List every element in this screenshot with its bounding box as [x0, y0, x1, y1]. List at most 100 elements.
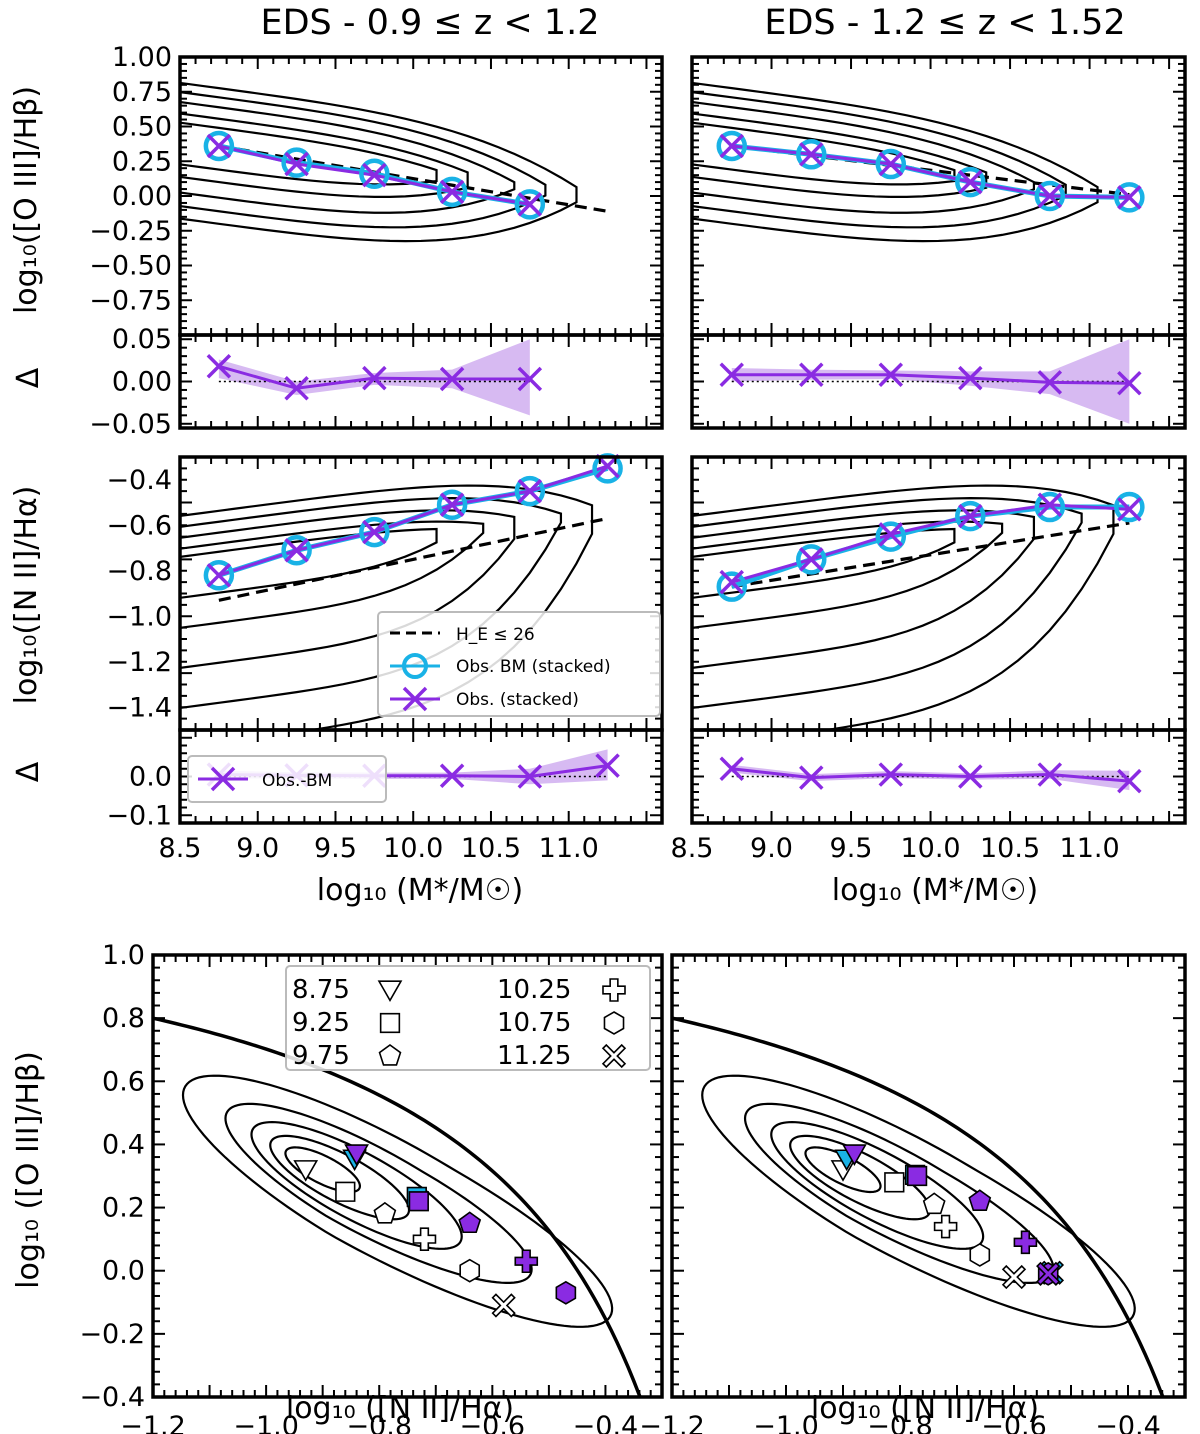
delta-top-left-residual-point [362, 365, 387, 391]
top-right-o3hb-bm-point [1114, 182, 1145, 213]
bpt-right-open-point [884, 1172, 905, 1193]
bpt-left-contours [153, 1016, 642, 1397]
top-left-o3hb-contour [180, 112, 469, 198]
delta-top-left-residual-point [284, 376, 309, 401]
legend-circle-marker [402, 653, 428, 679]
bpt-right-obs-point [1036, 1261, 1061, 1287]
delta-top-right-residual-line [731, 373, 1130, 385]
bpt-right-open-point [933, 1214, 958, 1239]
delta-bottom-right-residual-line [731, 767, 1130, 783]
bpt-left-ytick-label: 0.2 [102, 1193, 145, 1224]
top-right-o3hb-obs-point [1117, 185, 1142, 210]
top-right-o3hb-bm-point [955, 166, 986, 198]
top-left-o3hb-ytick-label: 0.50 [112, 112, 172, 143]
top-right-o3hb-contour [692, 100, 1036, 214]
mid-left-n2ha-contour [180, 497, 563, 710]
mid-right-n2ha-bm-line [730, 504, 1130, 590]
top-left-o3hb-ytick-label: 0.75 [112, 77, 172, 108]
delta-bottom-left-residual-point [439, 763, 465, 788]
mid-left-n2ha-obs-point [206, 563, 232, 588]
legend-cross-marker [402, 686, 428, 712]
top-right-o3hb-bm-point [796, 139, 827, 170]
mid-right-n2ha-bm-point [796, 544, 827, 575]
bpt-right-contour [743, 1102, 1055, 1284]
legend-bpt-label-4: 10.25 [497, 975, 571, 1005]
top-left-o3hb-ytick-label: −0.50 [89, 251, 172, 282]
delta-top-right-residual-point [878, 362, 904, 387]
bpt-right-xtick-label: −1.0 [753, 1411, 819, 1434]
mid-left-n2ha-bm-point [359, 516, 390, 548]
mid-right-n2ha-contour [692, 497, 1083, 710]
delta-bottom-left-xtick-label: 10.0 [383, 833, 443, 864]
bpt-right-contour [701, 1074, 1136, 1328]
bpt-right-xtick-label: −1.2 [639, 1411, 705, 1434]
y-axis-title-delta-top: Δ [11, 367, 46, 388]
top-right-o3hb-contours [692, 81, 1099, 243]
legend-mass-panel: H_E ≤ 26 Obs. BM (stacked) Obs. (stacked… [377, 611, 661, 717]
delta-bottom-left-xtick-label: 9.5 [314, 833, 357, 864]
top-left-o3hb-bm-point [359, 158, 390, 190]
mid-right-n2ha-obs-point [1117, 497, 1142, 522]
mid-right-n2ha-contour [692, 509, 1036, 670]
delta-bottom-left-ytick-label: −0.1 [106, 800, 172, 831]
top-left-o3hb-ytick-label: −0.25 [89, 216, 172, 247]
bpt-left-frame [151, 953, 664, 1399]
top-left-o3hb-obs-point [439, 179, 465, 205]
delta-bottom-right-residual-point [799, 765, 824, 790]
delta-bottom-left-xtick-label: 9.0 [236, 833, 279, 864]
mid-left-n2ha-contour [180, 520, 485, 629]
legend-residual: Obs.-BM [187, 755, 387, 803]
bpt-right-frame [670, 953, 1187, 1399]
bpt-right-contour [804, 1146, 882, 1194]
mid-right-n2ha-bm-point [716, 571, 748, 602]
bpt-left-open-point [412, 1227, 437, 1251]
legend-bpt-markers [377, 978, 627, 1069]
legend-bpt-label-5: 10.75 [497, 1008, 571, 1038]
mid-right-n2ha-obs-point [1037, 492, 1063, 518]
delta-bottom-left-xtick-label: 11.0 [539, 833, 599, 864]
mid-left-n2ha-bm-point [514, 475, 546, 507]
top-right-o3hb-contour [692, 121, 956, 186]
bpt-right-obs-point [968, 1189, 992, 1211]
legend-cross-label: Obs. (stacked) [456, 690, 579, 710]
bpt-right-xtick-label: −0.4 [1095, 1411, 1161, 1434]
delta-bottom-right-xtick-label: 11.0 [1060, 833, 1120, 864]
top-left-o3hb-contours [180, 81, 578, 243]
mid-left-n2ha-contour [180, 527, 438, 599]
bpt-left-open-point [373, 1201, 397, 1224]
bpt-left-open-point [293, 1160, 319, 1182]
mid-right-n2ha-obs-point [799, 547, 824, 572]
top-left-o3hb-ytick-label: −0.75 [89, 285, 172, 316]
bpt-left-xtick-label: −1.0 [233, 1411, 299, 1434]
top-left-o3hb-contour [180, 121, 438, 186]
top-right-o3hb-bm-point [1034, 180, 1066, 212]
legend-bpt-label-3: 9.75 [292, 1041, 350, 1071]
bpt-left-ytick-label: 0.4 [102, 1129, 145, 1160]
top-left-o3hb-ytick-label: 0.25 [112, 146, 172, 177]
top-left-o3hb-contour [180, 81, 578, 243]
y-axis-title-bpt: log₁₀ ([O III]/Hβ) [11, 1051, 46, 1289]
bpt-left-contour [224, 1102, 533, 1284]
top-left-o3hb-bm-point [281, 147, 312, 178]
legend-bpt-marker [378, 1044, 402, 1066]
bpt-left-open-point [459, 1258, 481, 1283]
top-right-o3hb-contour [692, 81, 1099, 243]
bpt-right-contours [672, 1016, 1165, 1397]
top-right-o3hb-bm-point [875, 148, 907, 180]
top-right-o3hb-obs-point [799, 142, 824, 167]
bpt-left-obs-point [408, 1191, 429, 1212]
mid-right-n2ha-frame [690, 455, 1187, 732]
legend-bpt-marker [603, 1011, 625, 1035]
bpt-left-ytick-label: 1.0 [102, 940, 145, 971]
top-left-o3hb-ytick-label: 0.00 [112, 181, 172, 212]
bpt-left-contour [250, 1121, 463, 1250]
top-left-o3hb-bm-point [514, 189, 546, 220]
mid-left-n2ha-bm-point [436, 489, 468, 521]
top-right-o3hb-contour [692, 90, 1067, 229]
mid-left-n2ha-obs-point [284, 538, 309, 563]
bpt-right-contour [789, 1134, 932, 1221]
bpt-left-obs-point [555, 1280, 577, 1305]
delta-top-right-residual-point [799, 362, 824, 387]
top-left-o3hb-obs-point [362, 162, 387, 188]
mid-left-n2ha-dashed-line [218, 516, 608, 602]
